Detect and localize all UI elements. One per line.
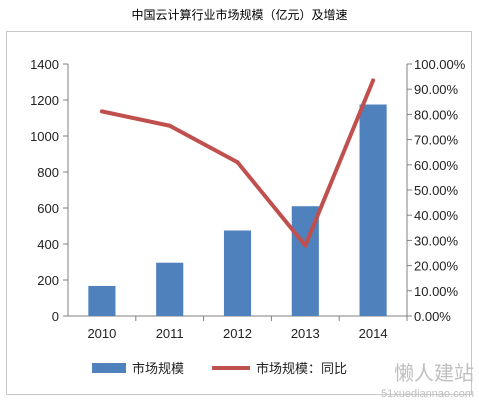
watermark: 懒人建站 51xuediannao.com bbox=[381, 361, 474, 400]
left-tick-label: 1200 bbox=[30, 93, 59, 108]
bar-2012 bbox=[223, 230, 252, 316]
right-tick-label: 30.00% bbox=[414, 233, 459, 248]
chart-frame bbox=[6, 31, 472, 395]
watermark-url: 51xuediannao.com bbox=[381, 388, 474, 400]
right-tick-label: 40.00% bbox=[414, 208, 459, 223]
growth-point-2014 bbox=[371, 78, 376, 83]
left-tick-label: 600 bbox=[37, 201, 59, 216]
legend-swatch-bar bbox=[92, 363, 126, 373]
bar-2010 bbox=[88, 285, 116, 316]
right-tick-label: 0.00% bbox=[414, 309, 451, 324]
left-tick-label: 200 bbox=[37, 273, 59, 288]
right-tick-label: 10.00% bbox=[414, 284, 459, 299]
right-tick-label: 50.00% bbox=[414, 183, 459, 198]
legend-label-bar: 市场规模 bbox=[132, 361, 184, 377]
right-tick-label: 60.00% bbox=[414, 158, 459, 173]
growth-point-2012 bbox=[235, 160, 240, 165]
left-tick-label: 800 bbox=[37, 165, 59, 180]
growth-point-2013 bbox=[303, 243, 308, 248]
watermark-text: 懒人建站 bbox=[394, 361, 474, 385]
left-tick-label: 400 bbox=[37, 237, 59, 252]
legend: 市场规模 市场规模：同比 bbox=[92, 361, 347, 377]
right-tick-label: 20.00% bbox=[414, 259, 459, 274]
left-tick-label: 1400 bbox=[30, 57, 59, 72]
bar-2011 bbox=[156, 262, 184, 316]
right-tick-label: 100.00% bbox=[414, 57, 466, 72]
growth-point-2010 bbox=[99, 109, 104, 114]
x-tick-label: 2012 bbox=[223, 326, 252, 341]
right-tick-label: 70.00% bbox=[414, 133, 459, 148]
x-tick-label: 2011 bbox=[156, 326, 184, 341]
left-tick-label: 0 bbox=[52, 309, 59, 324]
x-tick-label: 2014 bbox=[359, 326, 388, 341]
chart-title: 中国云计算行业市场规模（亿元）及增速 bbox=[131, 8, 348, 22]
right-tick-label: 90.00% bbox=[414, 82, 459, 97]
bar-2014 bbox=[359, 104, 387, 316]
legend-label-line: 市场规模：同比 bbox=[256, 361, 347, 377]
right-tick-label: 80.00% bbox=[414, 107, 459, 122]
left-tick-label: 1000 bbox=[30, 129, 59, 144]
x-tick-label: 2010 bbox=[87, 326, 116, 341]
x-tick-label: 2013 bbox=[291, 326, 320, 341]
growth-point-2011 bbox=[167, 123, 172, 128]
